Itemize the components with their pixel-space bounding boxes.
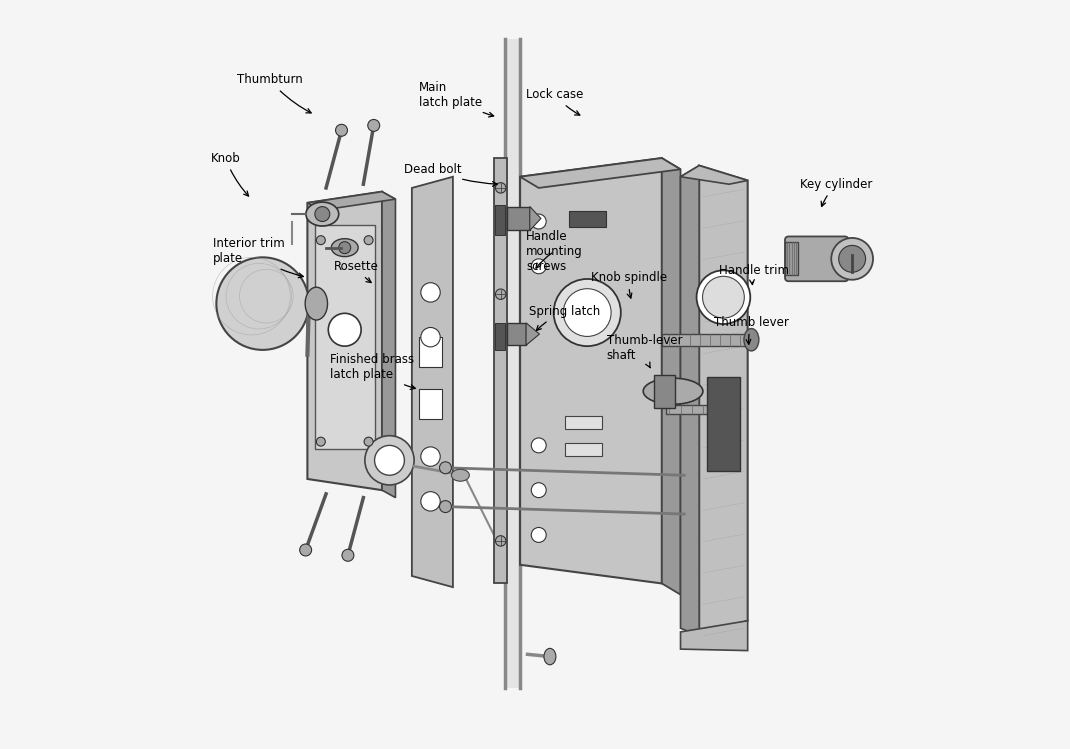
Bar xyxy=(495,324,505,350)
Bar xyxy=(507,207,530,231)
Circle shape xyxy=(495,289,506,300)
FancyBboxPatch shape xyxy=(785,237,849,281)
Text: Handle
mounting
screws: Handle mounting screws xyxy=(526,230,583,273)
Polygon shape xyxy=(526,323,539,345)
Ellipse shape xyxy=(544,649,556,665)
Text: Dead bolt: Dead bolt xyxy=(404,163,498,187)
Circle shape xyxy=(328,313,362,346)
Text: Spring latch: Spring latch xyxy=(529,305,600,330)
Polygon shape xyxy=(681,166,748,184)
Bar xyxy=(666,405,733,414)
Bar xyxy=(419,389,442,419)
Text: Handle trim: Handle trim xyxy=(719,264,789,285)
Circle shape xyxy=(365,436,414,485)
Ellipse shape xyxy=(643,378,703,404)
Circle shape xyxy=(495,536,506,546)
Ellipse shape xyxy=(339,242,351,254)
Bar xyxy=(785,243,798,275)
Polygon shape xyxy=(662,158,681,595)
Bar xyxy=(568,210,606,227)
Polygon shape xyxy=(412,177,453,587)
Bar xyxy=(655,374,675,407)
Text: Thumbturn: Thumbturn xyxy=(236,73,311,113)
Circle shape xyxy=(839,246,866,273)
Circle shape xyxy=(421,491,440,511)
Circle shape xyxy=(364,437,373,446)
Bar xyxy=(315,225,374,449)
Text: Knob spindle: Knob spindle xyxy=(591,271,667,298)
Circle shape xyxy=(532,214,546,229)
Circle shape xyxy=(697,270,750,324)
Circle shape xyxy=(421,327,440,347)
Circle shape xyxy=(532,259,546,274)
Text: Rosette: Rosette xyxy=(334,260,379,282)
Circle shape xyxy=(216,258,309,350)
Circle shape xyxy=(703,276,745,318)
Polygon shape xyxy=(530,207,541,231)
Polygon shape xyxy=(681,621,748,651)
Text: Key cylinder: Key cylinder xyxy=(800,178,872,207)
Circle shape xyxy=(368,119,380,131)
Bar xyxy=(419,337,442,367)
Circle shape xyxy=(421,282,440,302)
Text: Thumb-lever
shaft: Thumb-lever shaft xyxy=(607,334,683,368)
Bar xyxy=(495,204,505,234)
Circle shape xyxy=(374,446,404,475)
Circle shape xyxy=(564,288,611,336)
Circle shape xyxy=(317,437,325,446)
Bar xyxy=(505,39,520,688)
Circle shape xyxy=(364,236,373,245)
Circle shape xyxy=(532,527,546,542)
Bar xyxy=(662,334,751,346)
Ellipse shape xyxy=(315,207,330,222)
Polygon shape xyxy=(699,166,748,636)
Bar xyxy=(507,323,526,345)
Polygon shape xyxy=(520,158,662,583)
Bar xyxy=(706,377,740,471)
Circle shape xyxy=(440,462,452,474)
Circle shape xyxy=(317,236,325,245)
Bar xyxy=(565,416,602,429)
Text: Knob: Knob xyxy=(211,151,248,196)
Polygon shape xyxy=(307,192,396,210)
Polygon shape xyxy=(382,192,396,497)
Text: Interior trim
plate: Interior trim plate xyxy=(213,237,303,278)
Ellipse shape xyxy=(727,401,738,419)
Circle shape xyxy=(421,447,440,467)
Circle shape xyxy=(300,544,311,556)
Circle shape xyxy=(553,279,621,346)
Ellipse shape xyxy=(305,287,327,320)
Circle shape xyxy=(831,238,873,279)
Ellipse shape xyxy=(452,470,470,481)
Bar xyxy=(565,443,602,456)
Circle shape xyxy=(342,549,354,561)
Polygon shape xyxy=(520,158,681,188)
Circle shape xyxy=(532,438,546,453)
Bar xyxy=(494,158,507,583)
Circle shape xyxy=(495,183,506,193)
Circle shape xyxy=(532,482,546,497)
Text: Finished brass
latch plate: Finished brass latch plate xyxy=(330,353,415,389)
Text: Lock case: Lock case xyxy=(526,88,583,115)
Text: Main
latch plate: Main latch plate xyxy=(419,81,493,117)
Polygon shape xyxy=(307,192,382,490)
Polygon shape xyxy=(681,166,699,636)
Text: Thumb lever: Thumb lever xyxy=(714,316,789,345)
Circle shape xyxy=(336,124,348,136)
Ellipse shape xyxy=(744,329,759,351)
Circle shape xyxy=(440,500,452,512)
Ellipse shape xyxy=(306,202,339,226)
Ellipse shape xyxy=(332,239,358,257)
